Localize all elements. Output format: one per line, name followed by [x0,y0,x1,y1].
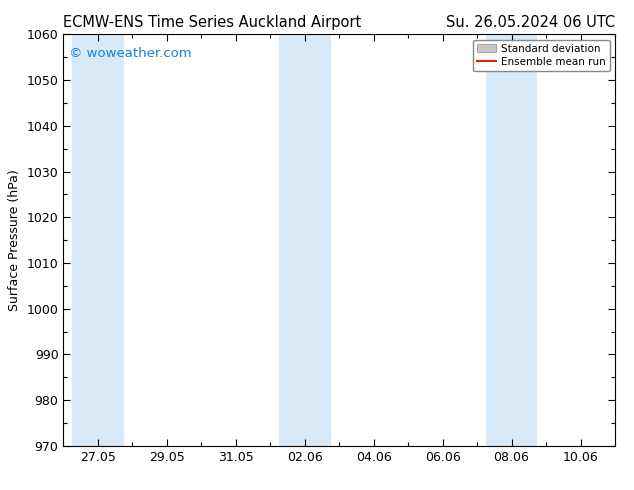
Text: ECMW-ENS Time Series Auckland Airport: ECMW-ENS Time Series Auckland Airport [63,15,361,30]
Bar [486,34,538,446]
Legend: Standard deviation, Ensemble mean run: Standard deviation, Ensemble mean run [473,40,610,71]
Bar [72,34,124,446]
Y-axis label: Surface Pressure (hPa): Surface Pressure (hPa) [8,169,21,311]
Text: © woweather.com: © woweather.com [69,47,191,60]
Text: Su. 26.05.2024 06 UTC: Su. 26.05.2024 06 UTC [446,15,615,30]
Bar [279,34,330,446]
